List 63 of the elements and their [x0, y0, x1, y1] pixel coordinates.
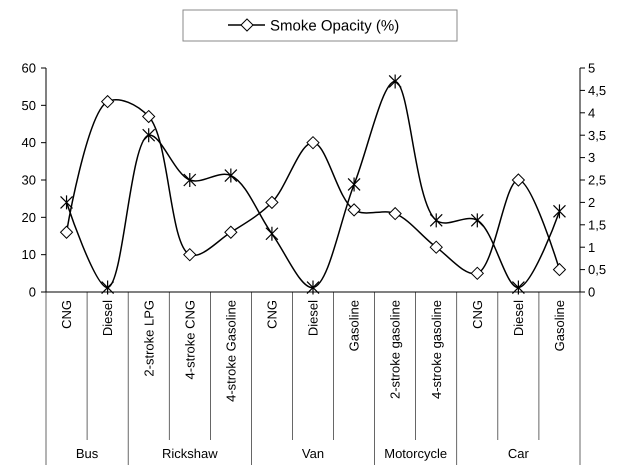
y2-tick-label: 2,5: [588, 172, 606, 188]
x-tick-label: 2-stroke LPG: [141, 300, 156, 377]
y2-tick-label: 4,5: [588, 82, 606, 98]
y2-tick-label: 4: [588, 105, 596, 120]
point: [224, 168, 238, 184]
point: [512, 280, 525, 296]
x-tick-label: CNG: [264, 300, 280, 329]
point: [101, 280, 114, 296]
y2-tick-label: 5: [588, 60, 596, 76]
y2-tick-label: 0: [588, 284, 596, 300]
text: Van: [302, 446, 324, 461]
x-tick-label: 4-stroke CNG: [182, 300, 198, 380]
point: [183, 248, 196, 262]
point: [306, 136, 320, 150]
y-tick-label: 40: [22, 135, 36, 150]
y2-tick-label: 1: [588, 240, 596, 255]
point: [183, 172, 196, 188]
y2-tick-label: 3,5: [588, 128, 606, 143]
x-tick-label: Diesel: [306, 300, 321, 336]
point: [348, 203, 361, 216]
text: Rickshaw: [162, 446, 218, 461]
x-tick-label: CNG: [59, 300, 74, 329]
x-tick-label: 4-stroke Gasoline: [223, 300, 238, 402]
point: [552, 263, 566, 276]
point: [388, 74, 402, 90]
y2-tick-label: 1,5: [588, 217, 606, 232]
point: [265, 226, 279, 242]
y-tick-label: 50: [22, 98, 36, 113]
point: [142, 110, 156, 124]
text: Car: [508, 446, 530, 461]
point: [142, 128, 156, 143]
point: [470, 212, 484, 228]
y2-tick-label: 0,5: [588, 262, 606, 278]
legend-label: Smoke Opacity (%): [270, 17, 400, 34]
x-tick-label: CNG: [470, 300, 485, 329]
x-tick-label: Diesel: [510, 300, 526, 336]
x-tick-label: Gasoline: [346, 300, 362, 352]
point: [430, 240, 443, 254]
point: [388, 207, 402, 220]
x-tick-label: Gasoline: [552, 300, 568, 352]
point: [101, 95, 114, 108]
y2-tick-label: 3: [588, 150, 596, 166]
y-tick-label: 30: [22, 172, 36, 188]
point: [224, 226, 238, 239]
text: Bus: [76, 446, 99, 461]
y2-tick-label: 2: [588, 194, 596, 210]
point: [430, 212, 443, 228]
point: [347, 176, 361, 192]
y-tick-label: 60: [22, 60, 36, 76]
point: [306, 280, 320, 296]
y-tick-label: 0: [28, 284, 36, 300]
text: Motorcycle: [384, 446, 448, 461]
point: [552, 204, 566, 219]
point: [60, 194, 74, 210]
point: [470, 266, 484, 280]
y-tick-label: 20: [22, 210, 36, 225]
point: [60, 226, 74, 239]
x-tick-label: 2-stroke gasoline: [388, 300, 403, 399]
point: [265, 196, 278, 209]
x-tick-label: Diesel: [100, 300, 116, 336]
point: [512, 174, 525, 186]
y-tick-label: 10: [22, 247, 36, 262]
x-tick-label: 4-stroke gasoline: [428, 300, 444, 399]
